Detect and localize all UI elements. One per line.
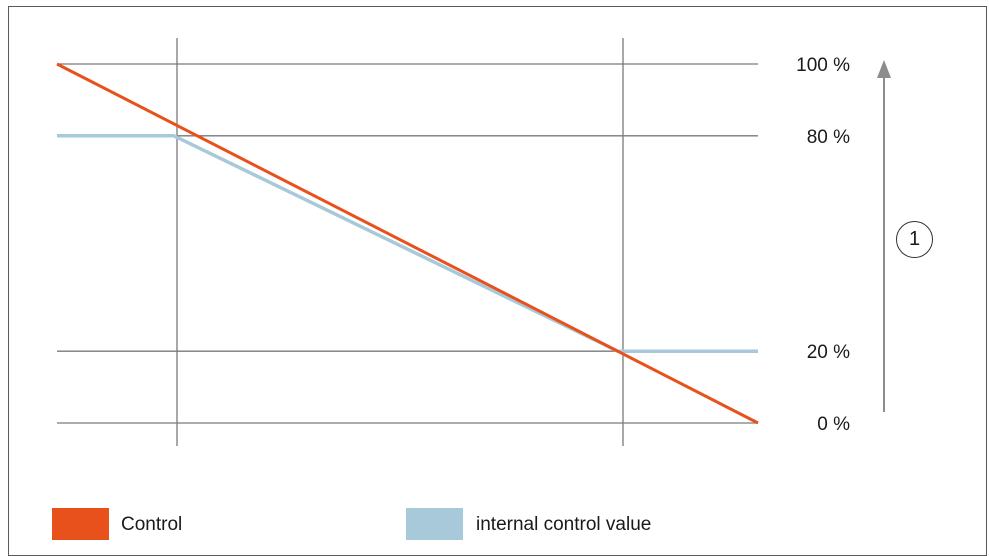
series-line-internal-control-value bbox=[57, 134, 758, 353]
y-tick-labels: 100 % 80 % 20 % 0 % bbox=[796, 55, 850, 435]
vertical-grid bbox=[176, 38, 624, 446]
series-layer bbox=[56, 62, 759, 425]
legend-label-control: Control bbox=[121, 514, 183, 535]
legend-label-internal-control-value: internal control value bbox=[476, 514, 652, 535]
series-line-control bbox=[56, 62, 759, 425]
legend-swatch-internal-control-value bbox=[406, 508, 463, 540]
y-tick-label-20: 20 % bbox=[807, 342, 850, 363]
legend-swatch-control bbox=[52, 508, 109, 540]
y-tick-label-80: 80 % bbox=[807, 127, 850, 148]
callout-marker: 1 bbox=[896, 221, 933, 258]
up-arrow-icon bbox=[877, 60, 891, 412]
y-tick-label-0: 0 % bbox=[817, 414, 850, 435]
chart-plot: 100 % 80 % 20 % 0 % bbox=[56, 38, 891, 446]
y-tick-label-100: 100 % bbox=[796, 55, 850, 76]
